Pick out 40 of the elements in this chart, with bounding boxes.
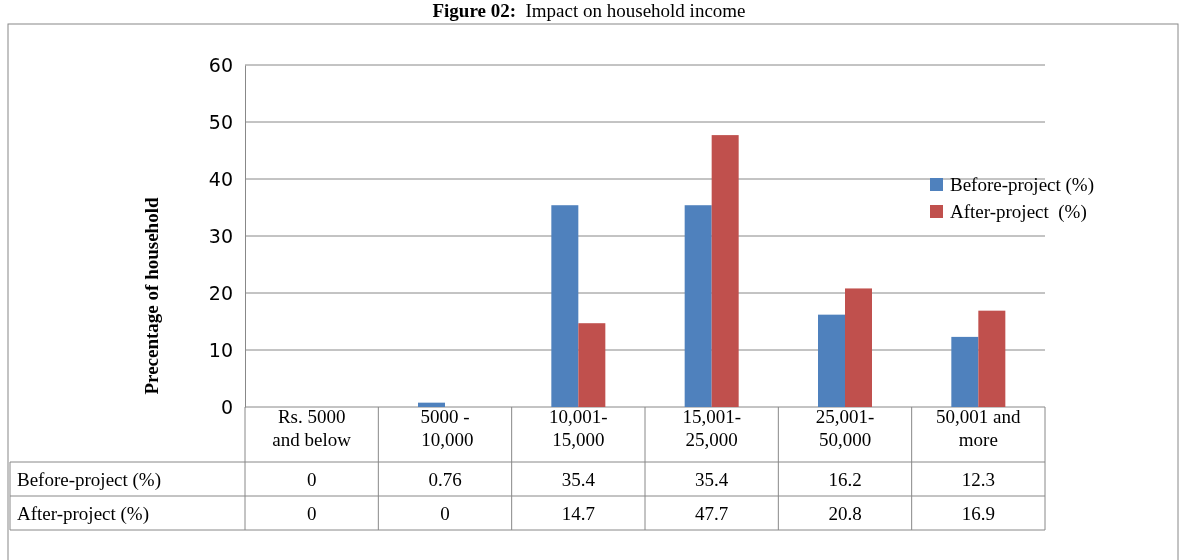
legend-label: After-project (%) [950,201,1087,223]
data-label: 0 [440,503,450,524]
data-label: 0 [306,469,317,490]
bar [951,336,979,407]
data-label: 20.8 [828,503,862,524]
data-label: 12.3 [961,469,995,490]
bar [818,314,845,407]
data-label: 0.76 [428,469,462,490]
bar [711,135,739,407]
data-label: 35.4 [561,469,596,490]
y-tick-label: 60 [208,53,233,76]
data-label: 47.7 [695,503,729,524]
x-tick-label: 10,001-15,000 [549,406,608,450]
bar [684,205,712,407]
data-label: 16.2 [828,469,862,490]
text: Before-project (%) [17,469,162,490]
x-tick-label: 25,001-50,000 [815,406,875,450]
y-tick-label: 50 [208,110,233,133]
y-tick-label: 40 [208,167,233,190]
bar [978,310,1006,407]
y-tick-label: 10 [208,338,233,361]
y-tick-label: 0 [220,395,233,418]
text: After-project (%) [17,503,150,524]
bar [551,205,579,407]
bar [418,402,445,407]
legend-label: Before-project (%) [950,174,1095,196]
data-label: 35.4 [695,469,729,490]
data-label: 14.7 [561,503,595,524]
x-tick-label: 5000 - 10,000 [416,406,474,450]
chart-title: Figure 02: Impact on household income [432,0,746,21]
bar [845,288,872,407]
data-label: 16.9 [961,503,995,524]
bar [578,323,606,407]
data-label: 0 [306,503,317,524]
y-tick-label: 20 [208,281,233,304]
y-tick-label: 30 [208,224,233,247]
x-tick-label: Rs. 5000 and below [272,406,352,450]
x-tick-label: 50,001 and more [936,406,1022,450]
x-tick-label: 15,001-25,000 [682,406,741,450]
y-axis-title: Precentage of household [141,197,162,395]
